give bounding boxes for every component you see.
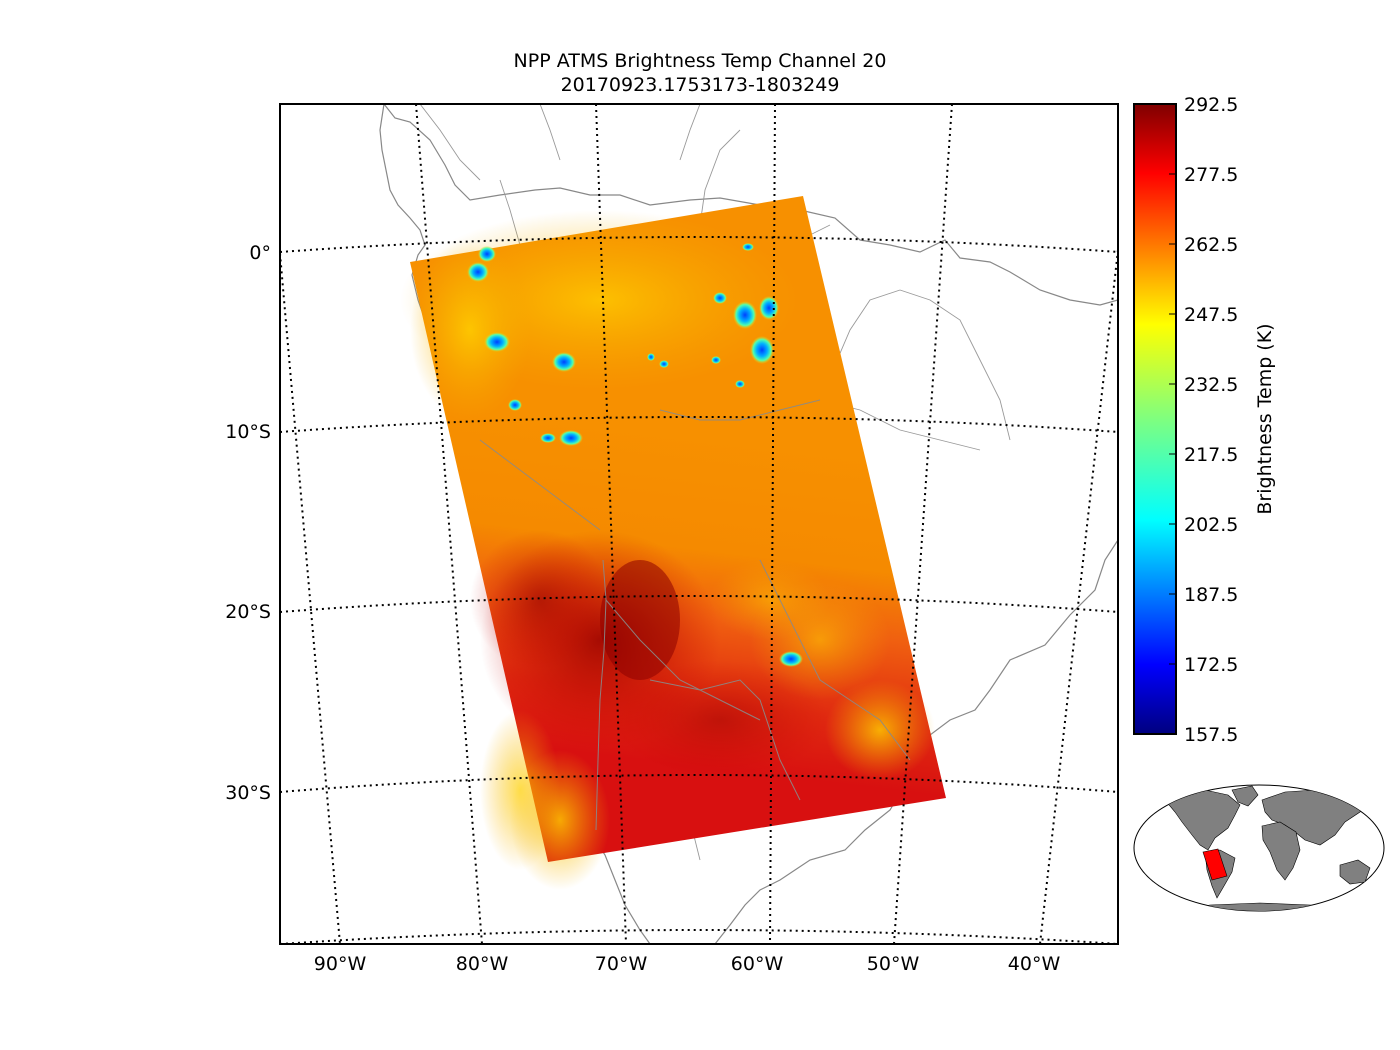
inset-world-map bbox=[1133, 784, 1385, 912]
map-subtitle: 20170923.1753173-1803249 bbox=[561, 74, 840, 96]
inset-north-america bbox=[1164, 789, 1241, 851]
colorbar-tick-label: 247.5 bbox=[1184, 304, 1238, 326]
meridian-label: 40°W bbox=[1008, 953, 1061, 975]
inset-africa bbox=[1261, 821, 1301, 881]
colorbar-tick-label: 217.5 bbox=[1184, 444, 1238, 466]
colorbar-tick-label: 157.5 bbox=[1184, 724, 1238, 746]
colorbar-tick-label: 262.5 bbox=[1184, 234, 1238, 256]
parallel-label: 30°S bbox=[225, 782, 271, 804]
meridian-label: 70°W bbox=[595, 953, 648, 975]
graticule bbox=[280, 104, 1118, 944]
colorbar: 292.5 277.5 262.5 247.5 232.5 217.5 202.… bbox=[1133, 94, 1276, 746]
inset-swath-highlight bbox=[1202, 848, 1228, 881]
meridian-label: 90°W bbox=[314, 953, 367, 975]
meridian-label: 80°W bbox=[456, 953, 509, 975]
parallel-label: 10°S bbox=[225, 421, 271, 443]
colorbar-tick-label: 232.5 bbox=[1184, 374, 1238, 396]
colorbar-tick-label: 187.5 bbox=[1184, 584, 1238, 606]
colorbar-label: Brightness Temp (K) bbox=[1254, 323, 1276, 514]
meridian-label: 60°W bbox=[731, 953, 784, 975]
map-area bbox=[280, 104, 1118, 944]
colorbar-tick-label: 292.5 bbox=[1184, 94, 1238, 116]
map-title: NPP ATMS Brightness Temp Channel 20 bbox=[514, 50, 887, 72]
colorbar-gradient bbox=[1133, 103, 1177, 735]
parallel-label: 20°S bbox=[225, 601, 271, 623]
parallel-label: 0° bbox=[249, 242, 271, 264]
colorbar-tick-label: 202.5 bbox=[1184, 514, 1238, 536]
map-frame bbox=[279, 103, 1119, 945]
atms-swath bbox=[400, 196, 946, 890]
parallel-labels: 0° 10°S 20°S 30°S bbox=[225, 242, 271, 804]
colorbar-ticks bbox=[1169, 103, 1176, 735]
inset-greenland bbox=[1231, 785, 1259, 807]
colorbar-tick-labels: 292.5 277.5 262.5 247.5 232.5 217.5 202.… bbox=[1184, 94, 1238, 746]
colorbar-tick-label: 277.5 bbox=[1184, 164, 1238, 186]
inset-antarctica bbox=[1169, 902, 1351, 911]
cold-spots bbox=[467, 243, 803, 667]
meridian-label: 50°W bbox=[867, 953, 920, 975]
colorbar-tick-label: 172.5 bbox=[1184, 654, 1238, 676]
meridian-labels: 90°W 80°W 70°W 60°W 50°W 40°W bbox=[314, 953, 1061, 975]
